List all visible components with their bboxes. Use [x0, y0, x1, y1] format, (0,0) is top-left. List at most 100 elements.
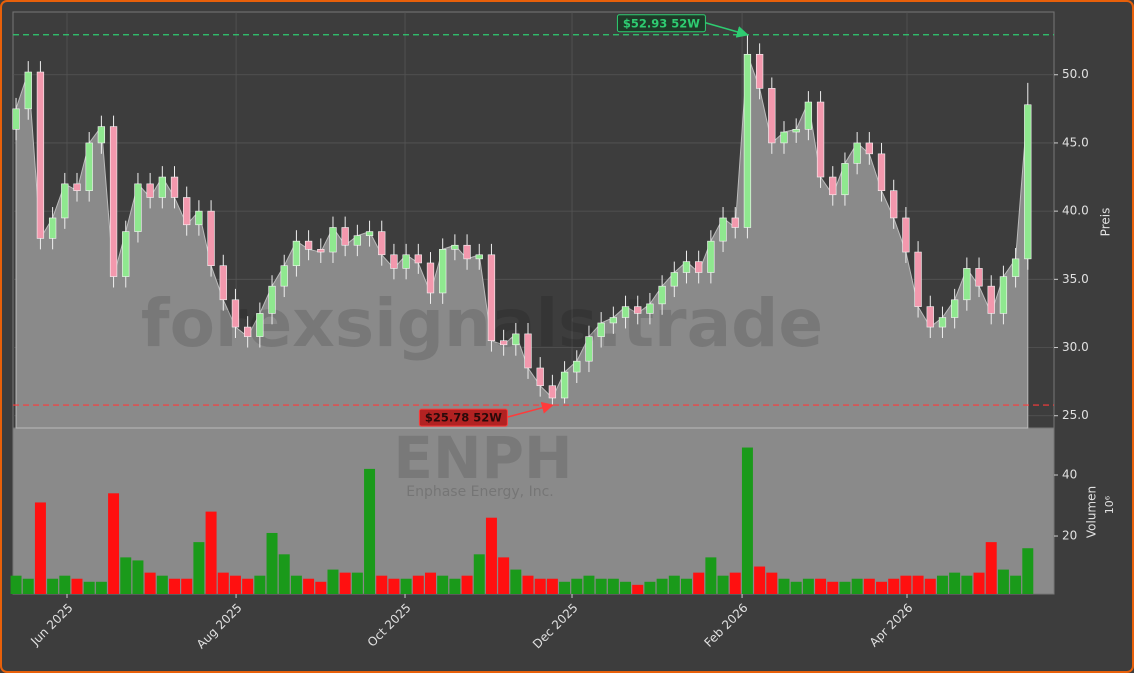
annotation-arrow [507, 401, 554, 418]
volume-bar [498, 557, 510, 594]
candle-body [1011, 258, 1020, 277]
candle-body [365, 231, 374, 236]
candle-body [414, 254, 422, 264]
volume-bar [802, 578, 814, 594]
volume-bar [546, 578, 558, 594]
candle-body [61, 183, 69, 219]
candle-body [353, 235, 362, 246]
candle-body [646, 303, 654, 314]
candle-body [48, 217, 57, 239]
annotation-label: $52.93 52W [623, 16, 700, 30]
volume-bar [400, 578, 412, 594]
volume-bar [985, 542, 997, 594]
volume-bar [47, 578, 59, 594]
volume-bar [10, 575, 22, 594]
volume-bar [315, 581, 327, 594]
candle-body [122, 231, 130, 277]
candle-body [768, 88, 776, 144]
volume-bar [83, 581, 95, 594]
candle-body [719, 217, 727, 242]
volume-bar [973, 572, 985, 594]
candle-body [317, 249, 325, 253]
volume-bar [839, 581, 851, 594]
candle-body [780, 131, 788, 144]
volume-bar [534, 578, 546, 594]
y-tick-label: 35.0 [1062, 272, 1089, 286]
volume-bar [22, 578, 34, 594]
candle-body [207, 210, 215, 266]
volume-bar [1022, 548, 1034, 594]
candle-body [926, 306, 934, 328]
candle-body [816, 101, 825, 178]
volume-bar [156, 575, 168, 594]
volume-unit: 10⁶ [1103, 495, 1116, 514]
volume-bar [485, 517, 497, 594]
y-tick-label: 45.0 [1062, 135, 1089, 149]
volume-bar [108, 493, 120, 594]
candle-body [560, 371, 569, 399]
candle-body [524, 333, 532, 369]
candle-body [146, 183, 154, 198]
candle-body [292, 240, 301, 266]
candle-body [755, 53, 764, 89]
volume-bar [620, 581, 632, 594]
volume-bar [95, 581, 107, 594]
candle-body [280, 265, 288, 287]
y-axis-label: Preis [1099, 208, 1113, 237]
volume-bar [936, 575, 948, 594]
volume-bar [510, 569, 522, 594]
candle-body [219, 265, 227, 301]
candle-body [439, 249, 447, 294]
volume-bar [339, 572, 351, 594]
annotation-box [418, 408, 508, 427]
volume-bar [144, 572, 156, 594]
candle-body [499, 340, 508, 346]
volume-bar [376, 575, 388, 594]
volume-bar [169, 578, 180, 594]
candle-body [451, 244, 459, 250]
volume-bar [827, 581, 839, 594]
volume-bar [327, 569, 339, 594]
volume-bar [607, 578, 619, 594]
candle-body [73, 183, 81, 191]
volume-bar [815, 578, 827, 594]
volume-bar [559, 581, 571, 594]
candle-body [902, 217, 910, 253]
candle-body [743, 53, 752, 228]
candle-body [512, 333, 520, 346]
volume-bar [741, 447, 753, 594]
candle-body [585, 336, 593, 362]
annotation-box [616, 14, 706, 33]
candle-body [1024, 104, 1032, 260]
volume-bar [425, 572, 436, 594]
candle-body [170, 176, 179, 198]
company-watermark: Enphase Energy, Inc. [406, 484, 553, 500]
candle-body [804, 101, 813, 130]
candle-body [463, 244, 471, 260]
y-tick-label: 40.0 [1062, 204, 1089, 218]
volume-bar [790, 581, 802, 594]
volume-bar [59, 575, 71, 594]
y-tick-label: 25.0 [1062, 408, 1089, 422]
volume-bar [705, 557, 717, 594]
volume-bar [449, 578, 461, 594]
volume-bar [217, 572, 229, 594]
candle-body [951, 299, 959, 318]
y-tick-label: 30.0 [1062, 340, 1089, 354]
candle-body [12, 108, 20, 130]
volume-bar [912, 575, 924, 594]
volume-bar [290, 575, 302, 594]
volume-bar [205, 511, 217, 594]
annotation-arrow [705, 22, 749, 38]
candle-body [792, 128, 800, 133]
annotation-label: $25.78 52W [425, 411, 502, 425]
candle-body [158, 176, 166, 198]
volume-bar [997, 569, 1009, 594]
volume-bar [656, 578, 668, 594]
candle-body [536, 367, 544, 387]
y-tick-label: 50.0 [1062, 67, 1089, 81]
volume-bar [876, 581, 888, 594]
volume-bar [583, 575, 595, 594]
candle-body [134, 183, 142, 232]
